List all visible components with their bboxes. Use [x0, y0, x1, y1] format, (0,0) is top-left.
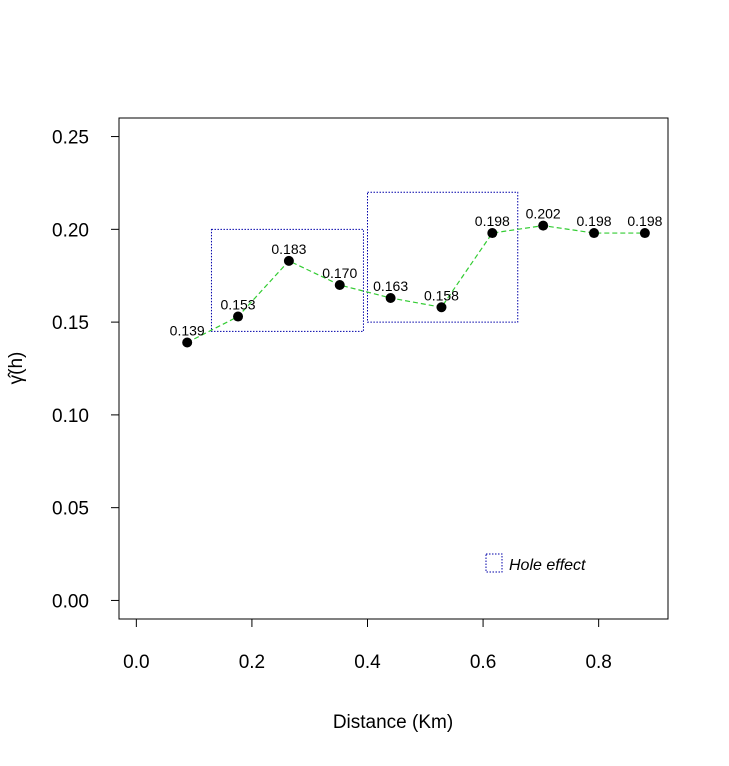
- y-tick-label: 0.05: [52, 499, 89, 520]
- data-label: 0.198: [475, 213, 510, 229]
- x-axis-label: Distance (Km): [333, 712, 453, 733]
- data-label: 0.202: [526, 206, 561, 222]
- data-label: 0.198: [577, 213, 612, 229]
- series-line: [186, 225, 645, 344]
- x-tick-label: 0.4: [354, 652, 381, 673]
- x-tick-label: 0.0: [123, 652, 149, 673]
- x-tick-label: 0.6: [470, 652, 496, 673]
- data-label: 0.158: [424, 287, 459, 303]
- data-point: [233, 311, 244, 322]
- data-label: 0.163: [373, 278, 408, 294]
- legend-swatch: [485, 553, 503, 573]
- data-point: [334, 280, 345, 290]
- legend-label: Hole effect: [509, 557, 586, 574]
- y-tick-label: 0.15: [52, 313, 89, 334]
- y-tick-label: 0.00: [52, 591, 89, 612]
- data-point: [538, 220, 549, 231]
- data-label: 0.198: [627, 213, 662, 229]
- data-label: 0.170: [322, 265, 357, 281]
- data-label: 0.183: [271, 241, 306, 257]
- y-tick-label: 0.10: [52, 406, 89, 427]
- y-tick-label: 0.25: [52, 128, 89, 149]
- y-axis-label: γ̂(h): [6, 352, 27, 385]
- data-point: [639, 228, 650, 239]
- data-point: [182, 337, 193, 348]
- plot-frame: [118, 117, 669, 620]
- hole-effect-box: [366, 191, 519, 323]
- data-label: 0.153: [221, 297, 256, 313]
- data-point: [589, 228, 600, 239]
- x-tick-label: 0.8: [585, 652, 611, 673]
- data-point: [385, 292, 396, 303]
- data-point: [283, 255, 294, 266]
- data-label: 0.139: [170, 323, 205, 339]
- data-point: [436, 302, 447, 313]
- hole-effect-box: [210, 228, 364, 332]
- y-tick-label: 0.20: [52, 220, 89, 241]
- data-point: [487, 228, 498, 239]
- x-tick-label: 0.2: [239, 652, 265, 673]
